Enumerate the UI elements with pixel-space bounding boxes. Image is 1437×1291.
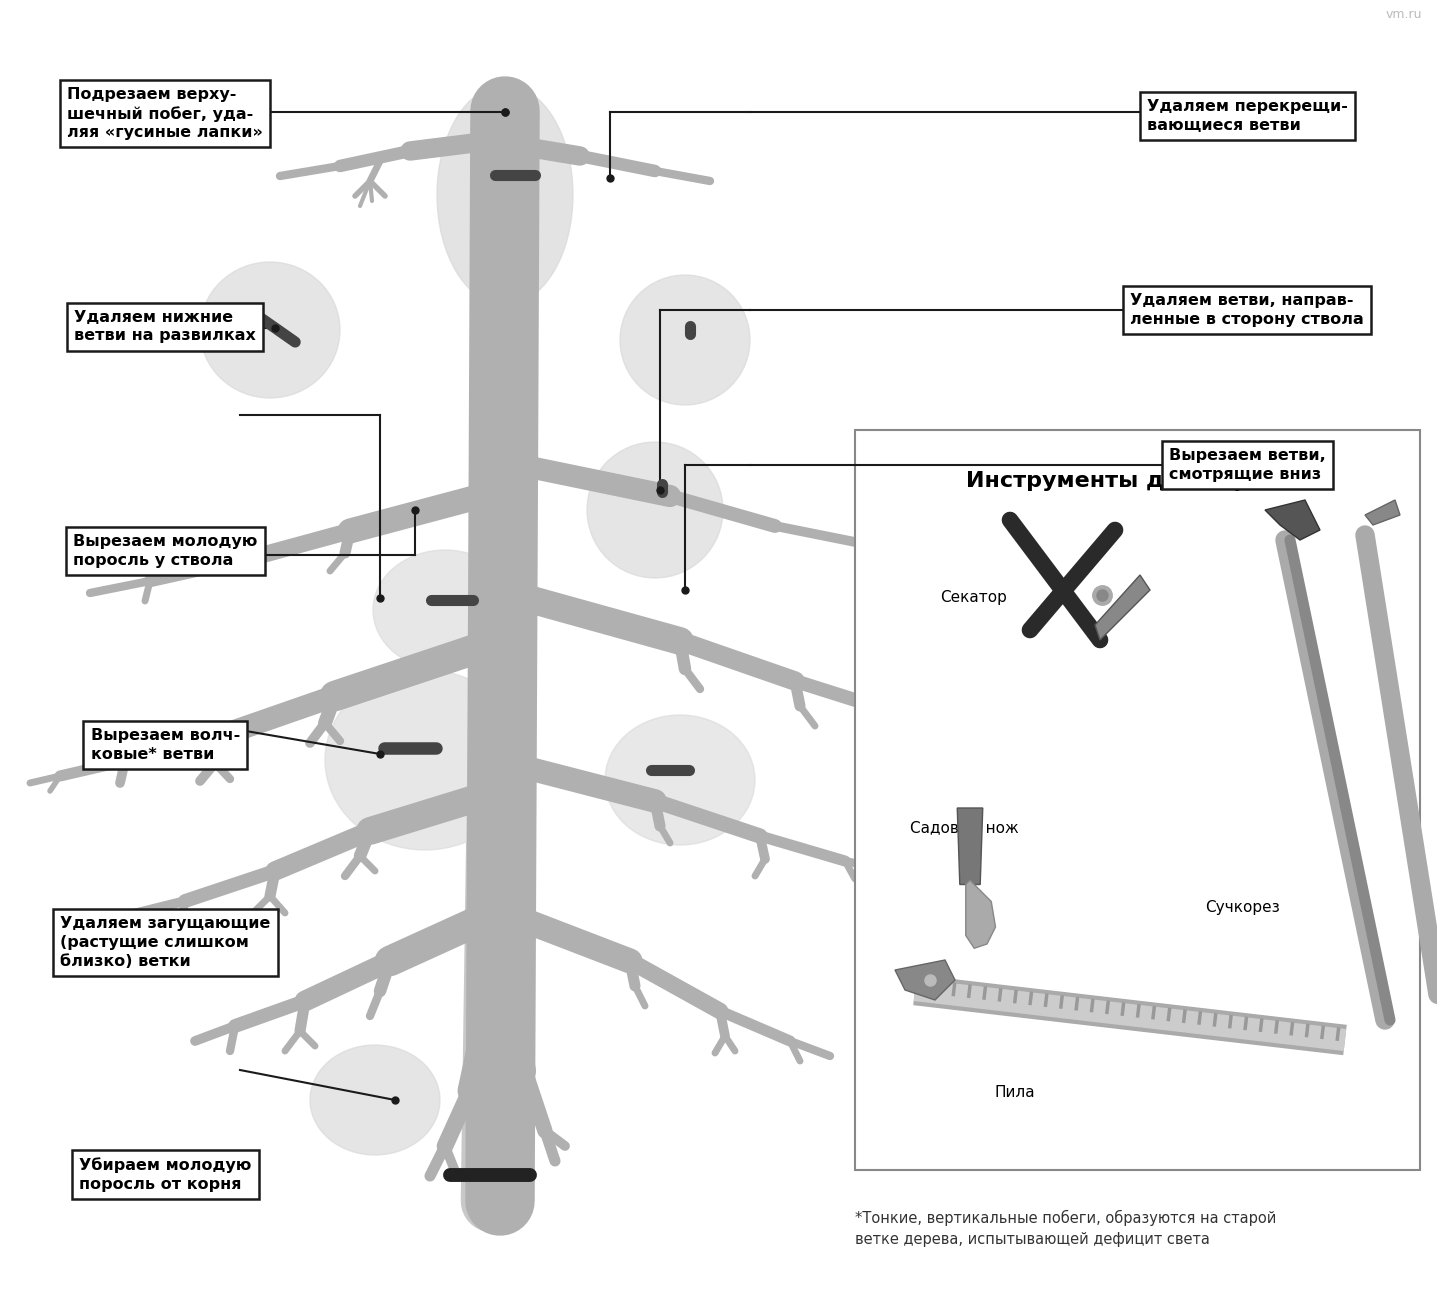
Text: Подрезаем верху-
шечный побег, уда-
ляя «гусиные лапки»: Подрезаем верху- шечный побег, уда- ляя … xyxy=(68,86,263,141)
Text: Сучкорез: Сучкорез xyxy=(1206,900,1280,915)
Text: Убираем молодую
поросль от корня: Убираем молодую поросль от корня xyxy=(79,1158,251,1192)
Polygon shape xyxy=(1095,574,1150,640)
Text: vm.ru: vm.ru xyxy=(1385,8,1423,21)
Text: Вырезаем ветви,
смотрящие вниз: Вырезаем ветви, смотрящие вниз xyxy=(1168,448,1326,482)
Ellipse shape xyxy=(586,442,723,578)
Text: Садовый нож: Садовый нож xyxy=(910,820,1019,835)
Text: Удаляем нижние
ветви на развилках: Удаляем нижние ветви на развилках xyxy=(75,310,256,343)
Polygon shape xyxy=(1265,500,1321,540)
Text: Вырезаем волч-
ковые* ветви: Вырезаем волч- ковые* ветви xyxy=(91,728,240,762)
Ellipse shape xyxy=(374,550,517,670)
Text: Удаляем загущающие
(растущие слишком
близко) ветки: Удаляем загущающие (растущие слишком бли… xyxy=(60,917,270,968)
Text: Вырезаем молодую
поросль у ствола: Вырезаем молодую поросль у ствола xyxy=(73,534,257,568)
Ellipse shape xyxy=(437,85,573,305)
Text: Удаляем ветви, направ-
ленные в сторону ствола: Удаляем ветви, направ- ленные в сторону … xyxy=(1131,293,1364,327)
Ellipse shape xyxy=(605,715,754,846)
Polygon shape xyxy=(895,961,956,1001)
Polygon shape xyxy=(957,808,983,884)
Text: Удаляем перекрещи-
вающиеся ветви: Удаляем перекрещи- вающиеся ветви xyxy=(1147,99,1348,133)
Polygon shape xyxy=(966,880,996,949)
Text: Пила: Пила xyxy=(994,1084,1035,1100)
Text: Секатор: Секатор xyxy=(940,590,1007,605)
Text: *Тонкие, вертикальные побеги, образуются на старой
ветке дерева, испытывающей де: *Тонкие, вертикальные побеги, образуются… xyxy=(855,1210,1276,1247)
Polygon shape xyxy=(1365,500,1400,525)
Ellipse shape xyxy=(619,275,750,405)
FancyBboxPatch shape xyxy=(855,430,1420,1170)
Ellipse shape xyxy=(200,262,341,398)
Ellipse shape xyxy=(325,670,525,849)
Text: Инструменты для обрезки: Инструменты для обрезки xyxy=(967,470,1309,491)
Ellipse shape xyxy=(310,1044,440,1155)
